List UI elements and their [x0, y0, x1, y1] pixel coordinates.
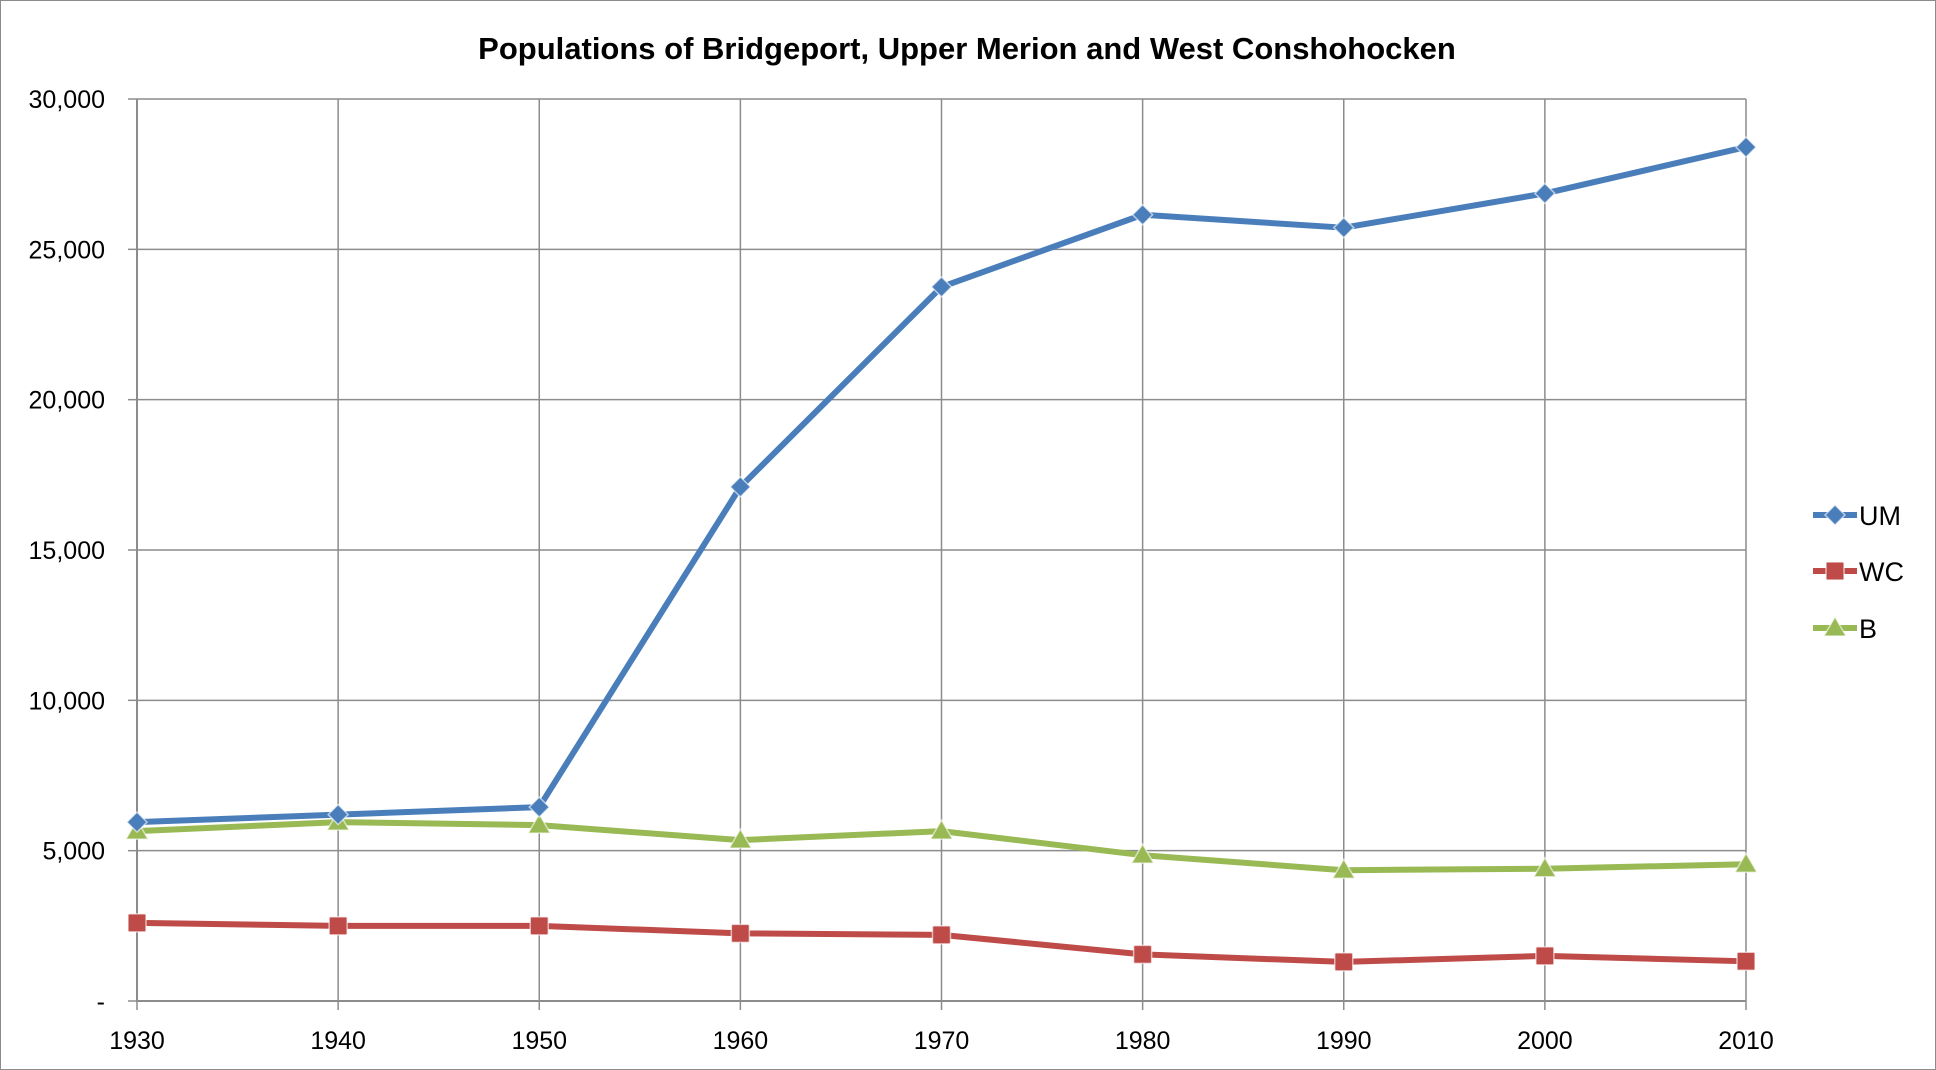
y-tick-label: 30,000: [29, 86, 105, 114]
data-point-um: [1332, 216, 1355, 239]
y-tick-label: -: [97, 988, 105, 1016]
legend-label: WC: [1859, 557, 1904, 587]
data-point-um: [327, 803, 350, 826]
gridlines: [136, 98, 1747, 1002]
legend-marker-b: [1822, 615, 1848, 637]
y-tick-label: 10,000: [29, 687, 105, 715]
x-tick-label: 1970: [914, 1027, 970, 1055]
data-point-b: [1532, 856, 1558, 878]
data-point-wc: [529, 916, 549, 936]
legend-marker-um: [1823, 503, 1847, 527]
data-point-wc: [730, 923, 751, 944]
data-point-um: [1533, 182, 1556, 205]
x-tick-label: 1990: [1316, 1027, 1372, 1055]
data-point-b: [526, 812, 552, 834]
data-point-b: [728, 827, 753, 849]
x-tick-label: 1980: [1115, 1027, 1171, 1055]
data-point-um: [1131, 203, 1154, 226]
data-point-um: [930, 275, 953, 298]
data-point-wc: [1535, 946, 1555, 966]
legend-marker-wc: [1825, 561, 1845, 581]
chart-title: Populations of Bridgeport, Upper Merion …: [478, 31, 1456, 66]
x-tick-label: 1940: [310, 1027, 366, 1055]
legend-label: UM: [1859, 501, 1901, 531]
legend-item-wc: WC: [1813, 557, 1904, 587]
series-wc: [127, 913, 1756, 972]
data-point-um: [729, 475, 752, 498]
axes: - 5,000 10,000 15,000 20,000 25,000 30,000 1930…: [29, 86, 1774, 1055]
y-tick-label: 5,000: [42, 838, 105, 866]
data-point-wc: [127, 913, 147, 933]
data-point-um: [528, 796, 551, 819]
data-point-b: [1331, 857, 1357, 879]
y-tick-label: 20,000: [29, 387, 105, 415]
data-point-um: [1734, 136, 1758, 159]
x-tick-label: 2000: [1517, 1027, 1573, 1055]
data-point-um: [125, 811, 149, 834]
x-tick-label: 1960: [713, 1027, 769, 1055]
data-point-wc: [931, 925, 952, 945]
data-point-wc: [1736, 951, 1756, 972]
series-layer: [124, 136, 1759, 972]
x-tick-label: 1950: [511, 1027, 567, 1055]
legend-item-b: B: [1813, 614, 1877, 644]
data-point-b: [1733, 851, 1759, 873]
data-point-wc: [328, 916, 348, 936]
x-tick-label: 1930: [109, 1027, 165, 1055]
data-point-wc: [1334, 952, 1354, 972]
legend: UM WC B: [1813, 501, 1904, 644]
y-tick-label: 15,000: [29, 537, 105, 565]
data-point-b: [929, 818, 954, 840]
legend-item-um: UM: [1813, 501, 1901, 531]
y-tick-label: 25,000: [29, 236, 105, 264]
series-b: [124, 809, 1759, 879]
data-point-b: [1130, 842, 1155, 864]
series-um: [125, 136, 1758, 834]
data-point-wc: [1132, 944, 1153, 965]
legend-label: B: [1859, 614, 1877, 644]
x-tick-label: 2010: [1718, 1027, 1774, 1055]
